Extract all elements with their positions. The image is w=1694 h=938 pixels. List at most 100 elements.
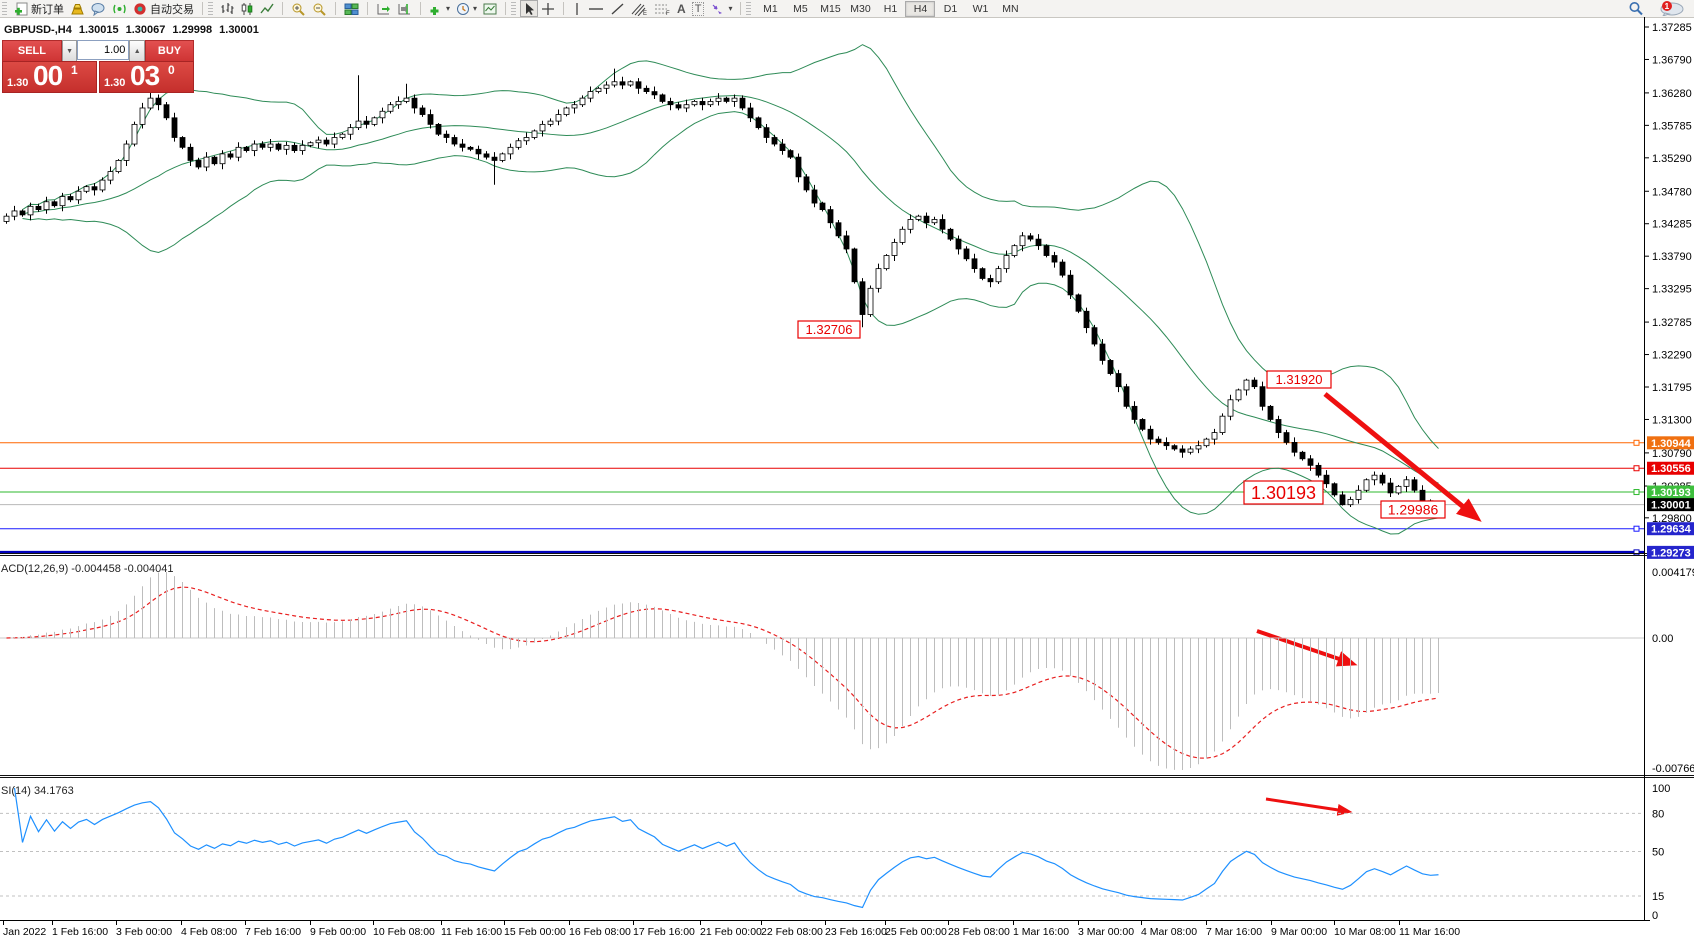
- tile-windows-button[interactable]: [341, 0, 362, 17]
- svg-text:25 Feb 00:00: 25 Feb 00:00: [885, 926, 947, 938]
- auto-scroll-button[interactable]: [373, 0, 394, 17]
- svg-text:1.29634: 1.29634: [1651, 524, 1692, 536]
- zoom-out-button[interactable]: [309, 0, 330, 17]
- periods-button[interactable]: ▾: [453, 0, 480, 17]
- candlestick-chart-button[interactable]: [237, 0, 257, 17]
- line-chart-button[interactable]: [257, 0, 277, 17]
- templates-icon: [483, 3, 497, 14]
- chart-ohlc-header: GBPUSD-,H4 1.30015 1.30067 1.29998 1.30001: [4, 24, 266, 36]
- crosshair-icon: [542, 2, 555, 15]
- trendline-button[interactable]: [607, 0, 628, 17]
- vline-icon: [576, 2, 578, 15]
- svg-text:23 Feb 16:00: 23 Feb 16:00: [825, 926, 887, 938]
- cursor-button[interactable]: [520, 0, 539, 17]
- bid-price-box[interactable]: 1.30 00 1: [2, 60, 97, 93]
- timeframe-M15[interactable]: M15: [820, 2, 841, 15]
- hline-button[interactable]: [585, 0, 607, 17]
- svg-text:100: 100: [1652, 783, 1670, 795]
- channel-icon: E: [631, 3, 647, 16]
- toolbar-grip[interactable]: [2, 2, 7, 15]
- open-value: 1.30015: [78, 24, 119, 36]
- crosshair-button[interactable]: [538, 0, 558, 17]
- buy-button[interactable]: BUY: [144, 40, 194, 62]
- low-value: 1.29998: [172, 24, 213, 36]
- svg-text:80: 80: [1652, 808, 1664, 820]
- timeframe-M30[interactable]: M30: [850, 2, 871, 15]
- volume-down-button[interactable]: ▼: [61, 40, 78, 62]
- zoom-in-button[interactable]: [288, 0, 309, 17]
- notifications-button[interactable]: 1: [1656, 1, 1686, 17]
- label-button[interactable]: T: [689, 0, 708, 17]
- svg-text:1.32290: 1.32290: [1652, 350, 1692, 362]
- bid-price-prefix: 1.30: [7, 77, 29, 89]
- text-button[interactable]: A: [674, 0, 689, 17]
- timeframe-M5[interactable]: M5: [793, 2, 808, 15]
- signals-button[interactable]: [109, 0, 130, 17]
- arrows-icon: [713, 4, 723, 14]
- auto-trading-button[interactable]: 自动交易: [130, 0, 197, 17]
- svg-text:3 Feb 00:00: 3 Feb 00:00: [116, 926, 172, 938]
- timeframe-H4[interactable]: H4: [905, 0, 936, 17]
- add-indicator-icon: [430, 6, 439, 15]
- svg-text:1.31795: 1.31795: [1652, 382, 1692, 394]
- svg-text:1.30193: 1.30193: [1651, 487, 1691, 499]
- pane-separators[interactable]: [0, 553, 1694, 778]
- time-axis[interactable]: Jan 2022 1 Feb 16:00 3 Feb 00:00 4 Feb 08:0…: [0, 920, 1650, 938]
- volume-input[interactable]: [77, 40, 130, 60]
- svg-text:1.33790: 1.33790: [1652, 251, 1692, 263]
- vline-button[interactable]: [569, 0, 585, 17]
- timeframe-M1[interactable]: M1: [763, 2, 778, 15]
- price-axis[interactable]: 1.37285 1.36790 1.36280 1.35785 1.35290 1.347…: [1644, 17, 1694, 922]
- macd-label: ACD(12,26,9) -0.004458 -0.004041: [1, 563, 173, 575]
- svg-text:10 Feb 08:00: 10 Feb 08:00: [373, 926, 435, 938]
- market-watch-button[interactable]: [67, 0, 88, 17]
- svg-text:50: 50: [1652, 847, 1664, 859]
- volume-up-button[interactable]: ▲: [129, 40, 145, 62]
- templates-button[interactable]: [480, 0, 500, 17]
- arrows-button[interactable]: ▾: [707, 0, 735, 17]
- timeframe-H1[interactable]: H1: [883, 2, 898, 15]
- svg-text:9 Feb 00:00: 9 Feb 00:00: [310, 926, 366, 938]
- new-order-icon: [15, 2, 28, 15]
- svg-text:1.34780: 1.34780: [1652, 186, 1692, 198]
- ask-price-sup: 0: [168, 63, 175, 77]
- label-icon: T: [691, 1, 705, 16]
- fibonacci-button[interactable]: F: [651, 0, 674, 17]
- timeframe-D1[interactable]: D1: [943, 2, 958, 15]
- svg-text:-0.007666: -0.007666: [1652, 763, 1694, 775]
- timeframe-W1[interactable]: W1: [972, 2, 989, 15]
- close-value: 1.30001: [219, 24, 259, 36]
- svg-text:E: E: [643, 11, 647, 16]
- bar-chart-icon: [221, 2, 234, 14]
- svg-text:F: F: [666, 11, 670, 16]
- search-icon[interactable]: [1628, 1, 1644, 16]
- add-indicator-button[interactable]: ▾: [426, 0, 453, 17]
- text-icon: A: [677, 1, 686, 16]
- ask-price-box[interactable]: 1.30 03 0: [99, 60, 194, 93]
- svg-text:17 Feb 16:00: 17 Feb 16:00: [633, 926, 695, 938]
- svg-text:4 Feb 08:00: 4 Feb 08:00: [181, 926, 237, 938]
- svg-text:1 Mar 16:00: 1 Mar 16:00: [1013, 926, 1069, 938]
- add-indicator-dropdown[interactable]: ▾: [446, 4, 451, 13]
- ask-price-big: 03: [130, 60, 160, 91]
- chart-shift-icon: [398, 3, 410, 14]
- symbol-period: GBPUSD-,H4: [4, 24, 72, 36]
- channel-button[interactable]: E: [628, 0, 651, 17]
- bar-chart-button[interactable]: [217, 0, 237, 17]
- timeframe-MN[interactable]: MN: [1002, 2, 1019, 15]
- periods-dropdown[interactable]: ▾: [473, 4, 478, 13]
- sell-button[interactable]: SELL: [2, 40, 62, 62]
- svg-text:4 Mar 08:00: 4 Mar 08:00: [1141, 926, 1197, 938]
- svg-text:22 Feb 08:00: 22 Feb 08:00: [761, 926, 823, 938]
- svg-text:1.30790: 1.30790: [1652, 448, 1692, 460]
- arrows-dropdown[interactable]: ▾: [728, 4, 733, 13]
- auto-scroll-icon: [377, 3, 390, 14]
- new-order-button[interactable]: 新订单: [11, 0, 67, 17]
- community-button[interactable]: [88, 0, 109, 17]
- tile-windows-icon: [344, 3, 359, 15]
- trendline-icon: [611, 2, 624, 15]
- svg-text:1.32785: 1.32785: [1652, 317, 1692, 329]
- svg-text:10 Mar 08:00: 10 Mar 08:00: [1334, 926, 1396, 938]
- chart-shift-button[interactable]: [394, 0, 415, 17]
